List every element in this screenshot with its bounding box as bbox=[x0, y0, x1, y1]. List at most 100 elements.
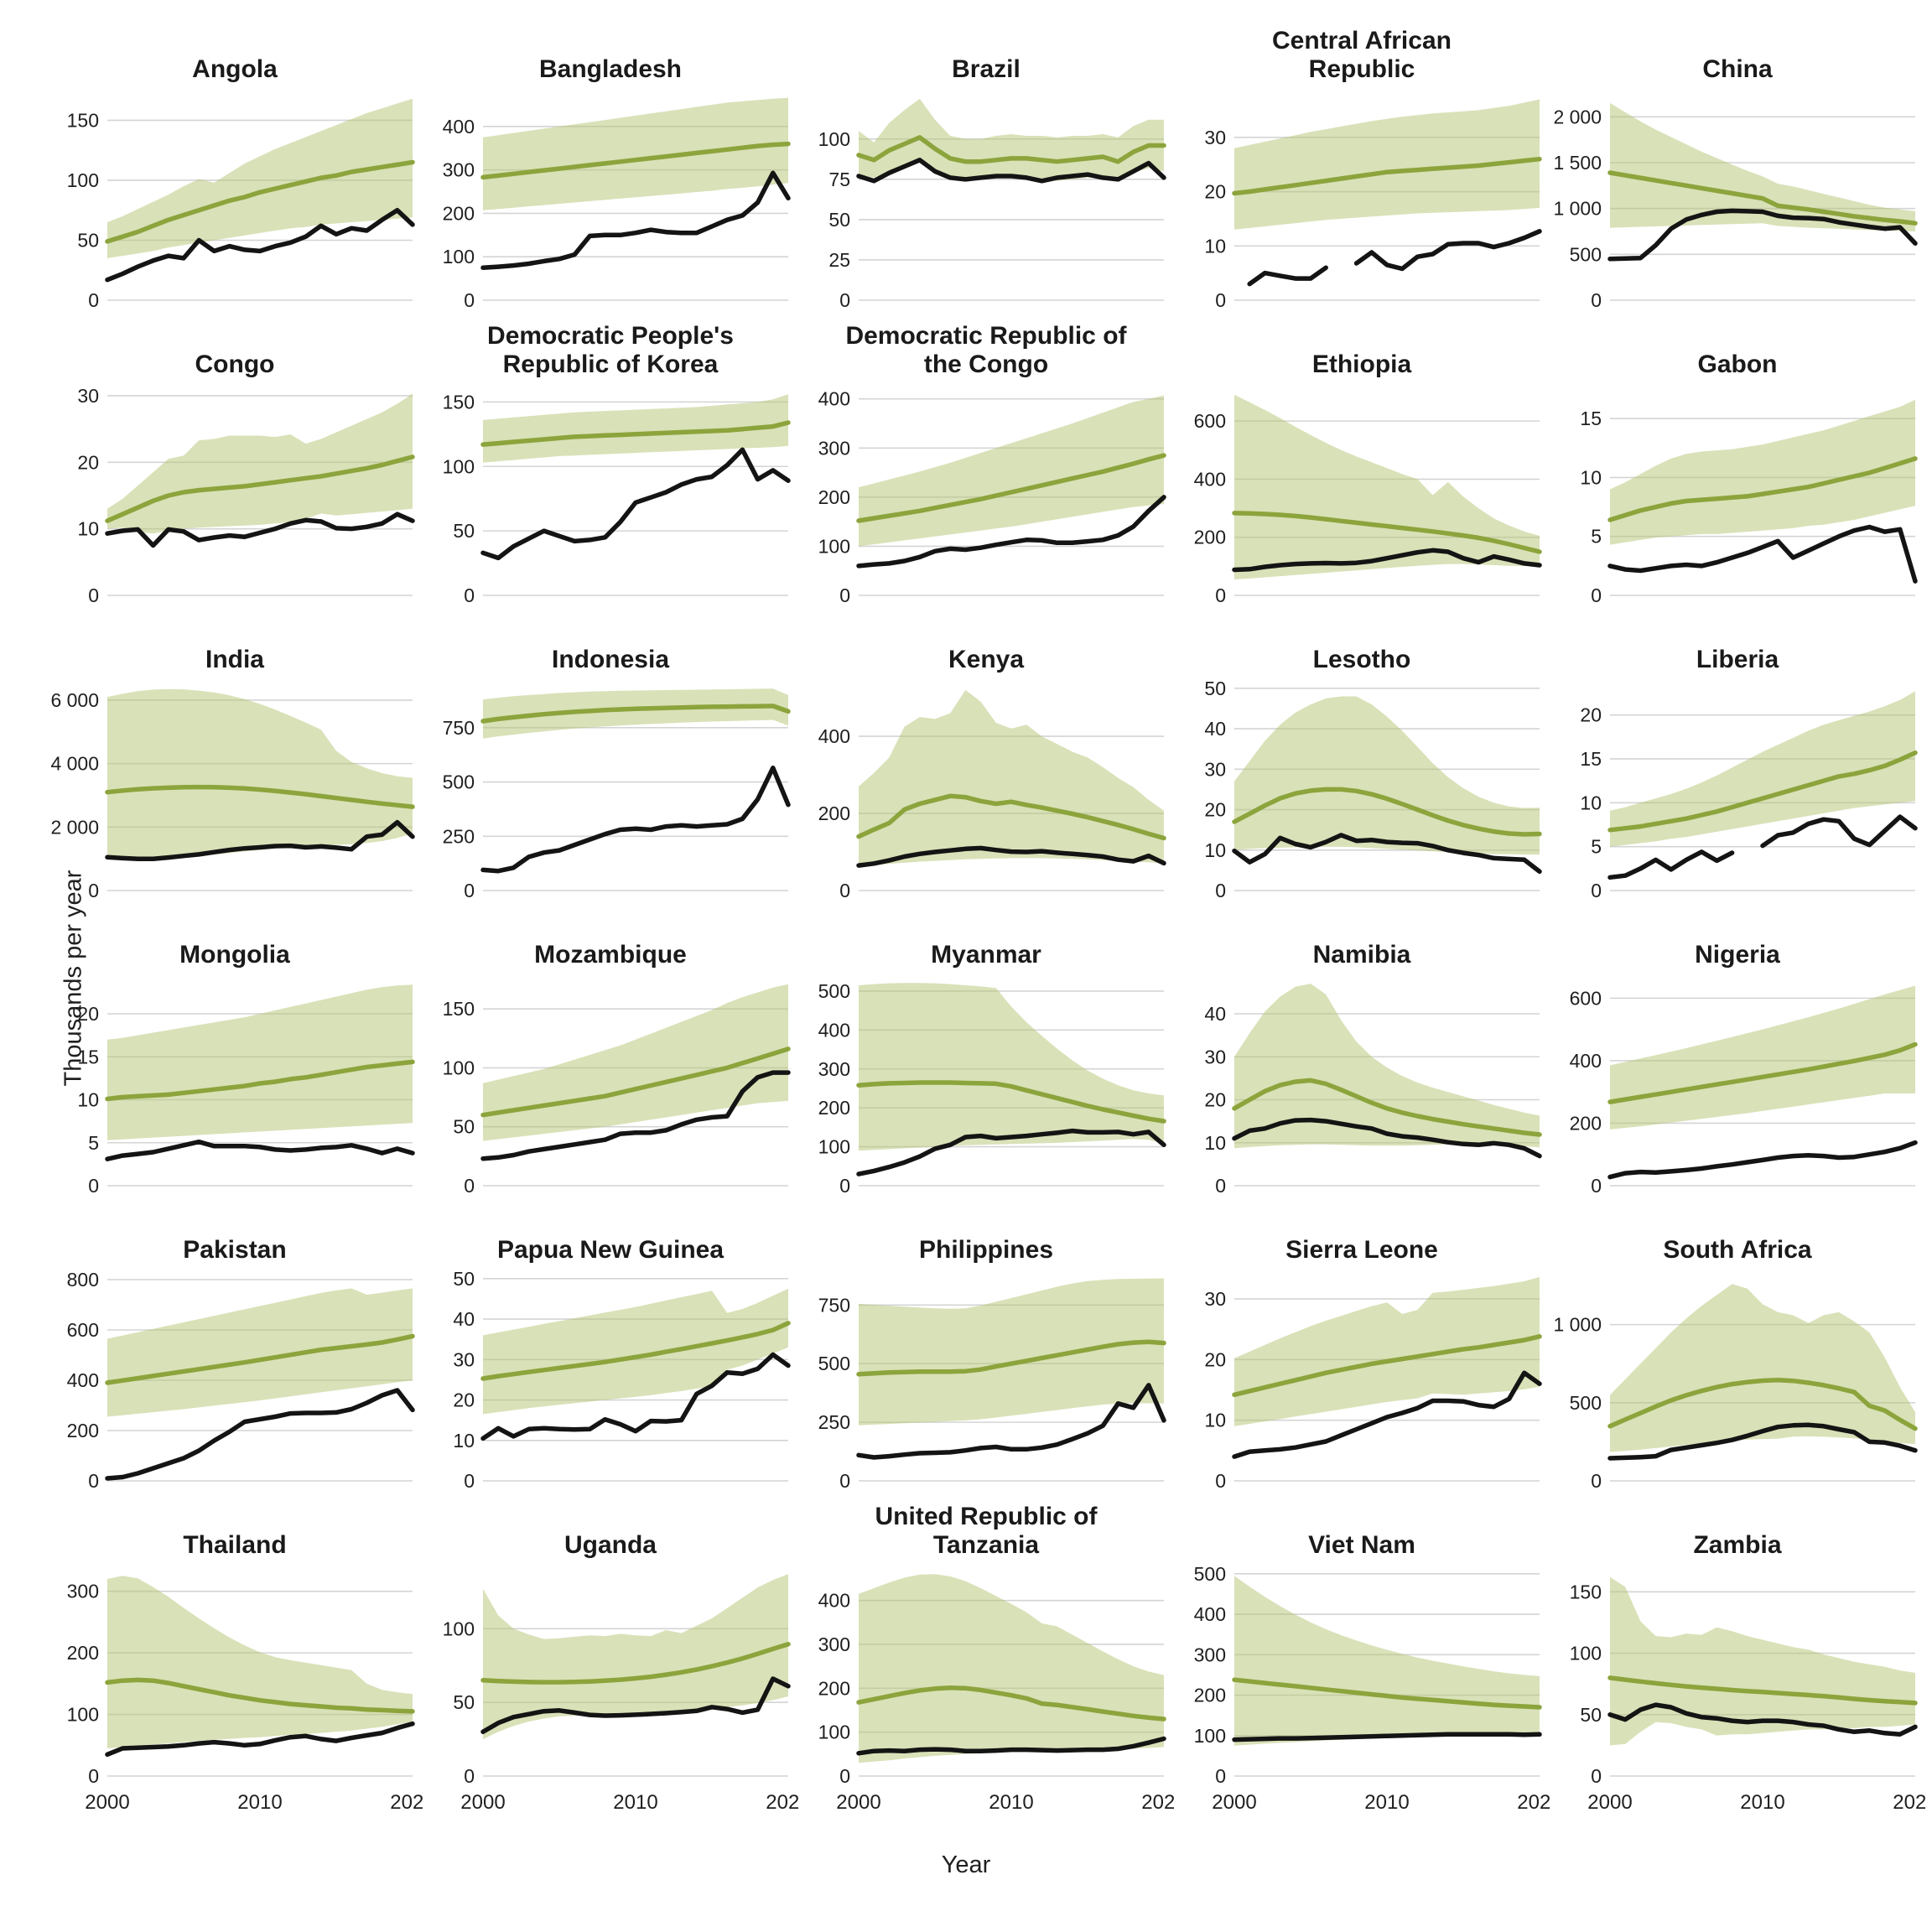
x-tick-label: 2000 bbox=[1587, 1791, 1632, 1814]
notifications-line bbox=[1232, 1370, 1542, 1459]
panel-title: Thailand bbox=[183, 1531, 287, 1559]
notifications-line bbox=[105, 512, 415, 548]
y-tick-label: 100 bbox=[1194, 1725, 1226, 1747]
panel-philippines: Philippines 0 250 500 750 bbox=[798, 1202, 1174, 1498]
panel-namibia: Namibia 0 10 20 30 40 bbox=[1174, 907, 1550, 1202]
y-tick-label: 0 bbox=[88, 289, 99, 311]
y-tick-label: 25 bbox=[828, 249, 850, 271]
estimate-line bbox=[856, 793, 1166, 841]
panel-south-africa: South Africa 0 500 1 000 bbox=[1550, 1202, 1925, 1498]
x-tick-label: 2000 bbox=[460, 1791, 505, 1814]
panel-democratic-republic-of-the-congo: Democratic Republic of the Congo 0 100 200 3… bbox=[798, 317, 1174, 612]
panel-papua-new-guinea: Papua New Guinea 0 10 20 30 40 50 bbox=[423, 1202, 798, 1498]
panel-title: Lesotho bbox=[1312, 646, 1411, 673]
uncertainty-band bbox=[859, 983, 1164, 1151]
estimate-line bbox=[1607, 1041, 1918, 1104]
y-tick-label: 10 bbox=[1580, 792, 1602, 813]
uncertainty-band bbox=[107, 393, 413, 534]
y-tick-label: 500 bbox=[818, 1353, 850, 1374]
uncertainty-band bbox=[483, 1574, 788, 1740]
y-tick-label: 50 bbox=[453, 1116, 475, 1138]
y-tick-label: 150 bbox=[443, 391, 475, 413]
y-tick-label: 200 bbox=[818, 1677, 850, 1699]
y-tick-label: 0 bbox=[1215, 1470, 1226, 1492]
panel-title: Papua New Guinea bbox=[496, 1236, 724, 1264]
y-tick-label: 0 bbox=[464, 880, 475, 901]
chart-svg: 0 50 100 2000 2010 2020 bbox=[443, 1574, 811, 1814]
y-tick-label: 1 000 bbox=[1553, 1314, 1602, 1336]
y-tick-label: 100 bbox=[818, 535, 850, 557]
panel-congo: Congo 0 10 20 30 bbox=[47, 317, 423, 612]
notifications-line bbox=[1232, 548, 1542, 573]
y-tick-label: 15 bbox=[77, 1046, 99, 1067]
estimate-line bbox=[1607, 1675, 1918, 1706]
estimate-line bbox=[480, 704, 791, 724]
notifications-line bbox=[856, 1383, 1166, 1460]
y-tick-label: 0 bbox=[1591, 1765, 1602, 1787]
panel-nigeria: Nigeria 0 200 400 600 bbox=[1550, 907, 1925, 1202]
y-tick-label: 0 bbox=[1215, 1765, 1226, 1787]
estimate-line bbox=[105, 1059, 415, 1102]
x-tick-label: 2020 bbox=[766, 1791, 798, 1814]
y-tick-label: 0 bbox=[464, 1765, 475, 1787]
y-tick-label: 20 bbox=[77, 1003, 99, 1025]
y-tick-label: 5 bbox=[88, 1132, 99, 1154]
panel-title: South Africa bbox=[1663, 1236, 1812, 1264]
y-tick-label: 0 bbox=[839, 1765, 850, 1787]
x-tick-label: 2020 bbox=[1517, 1791, 1550, 1814]
chart-svg: 0 250 500 750 bbox=[818, 1278, 1166, 1492]
y-tick-label: 750 bbox=[818, 1294, 850, 1316]
chart-svg: 0 5 10 15 bbox=[1580, 399, 1918, 606]
y-tick-label: 30 bbox=[1204, 758, 1226, 780]
chart-svg: 0 50 100 150 bbox=[443, 391, 791, 606]
y-tick-label: 30 bbox=[1204, 127, 1226, 148]
estimate-line bbox=[105, 454, 415, 523]
x-tick-label: 2000 bbox=[1212, 1791, 1256, 1814]
chart-svg: 0 200 400 600 bbox=[1570, 985, 1918, 1197]
y-tick-label: 0 bbox=[88, 1470, 99, 1492]
panel-united-republic-of-tanzania: United Republic of Tanzania 0 100 200 300 400… bbox=[798, 1498, 1187, 1821]
panel-title: Mongolia bbox=[179, 941, 290, 969]
y-tick-label: 100 bbox=[818, 128, 850, 150]
panel-brazil: Brazil 0 25 50 75 100 bbox=[798, 22, 1174, 317]
panel-liberia: Liberia 0 5 10 15 20 bbox=[1550, 612, 1925, 907]
y-tick-label: 0 bbox=[1215, 584, 1226, 606]
estimate-line bbox=[1232, 156, 1542, 196]
uncertainty-band bbox=[859, 689, 1164, 866]
panel-ethiopia: Ethiopia 0 200 400 600 bbox=[1174, 317, 1550, 612]
y-tick-label: 400 bbox=[818, 1590, 850, 1612]
y-tick-label: 0 bbox=[464, 1470, 475, 1492]
estimate-line bbox=[480, 1321, 791, 1381]
panel-title: China bbox=[1702, 55, 1773, 83]
y-tick-label: 100 bbox=[443, 455, 475, 477]
panel-title: Sierra Leone bbox=[1285, 1236, 1438, 1264]
y-tick-label: 0 bbox=[88, 1765, 99, 1787]
uncertainty-band bbox=[107, 98, 413, 258]
estimate-line bbox=[105, 1677, 415, 1714]
chart-svg: 0 10 20 30 40 50 bbox=[1204, 678, 1542, 901]
uncertainty-band bbox=[483, 1288, 788, 1415]
chart-svg: 0 100 200 300 400 500 bbox=[818, 980, 1166, 1197]
y-tick-label: 6 000 bbox=[50, 689, 99, 711]
notifications-line bbox=[105, 1721, 415, 1758]
chart-svg: 0 10 20 30 40 50 bbox=[453, 1268, 791, 1492]
panel-lesotho: Lesotho 0 10 20 30 40 50 bbox=[1174, 612, 1550, 907]
notifications-line bbox=[105, 1388, 415, 1481]
y-tick-label: 0 bbox=[1591, 880, 1602, 901]
x-tick-label: 2010 bbox=[989, 1791, 1033, 1814]
x-tick-label: 2020 bbox=[1141, 1791, 1174, 1814]
chart-svg: 0 500 1 000 1 500 2 000 bbox=[1553, 102, 1918, 311]
notifications-line bbox=[480, 1676, 791, 1735]
panel-angola: Angola 0 50 100 150 bbox=[47, 22, 423, 317]
y-tick-label: 2 000 bbox=[50, 816, 99, 838]
y-tick-label: 10 bbox=[453, 1430, 475, 1452]
estimate-line bbox=[480, 420, 791, 447]
estimate-line bbox=[1232, 511, 1542, 554]
y-tick-label: 4 000 bbox=[50, 753, 99, 775]
panel-title: Philippines bbox=[918, 1236, 1054, 1264]
chart-svg: 0 200 400 bbox=[818, 689, 1166, 901]
y-tick-label: 400 bbox=[1570, 1050, 1602, 1072]
y-tick-label: 5 bbox=[1591, 526, 1602, 548]
notifications-line bbox=[480, 447, 791, 561]
y-tick-label: 200 bbox=[1570, 1112, 1602, 1134]
